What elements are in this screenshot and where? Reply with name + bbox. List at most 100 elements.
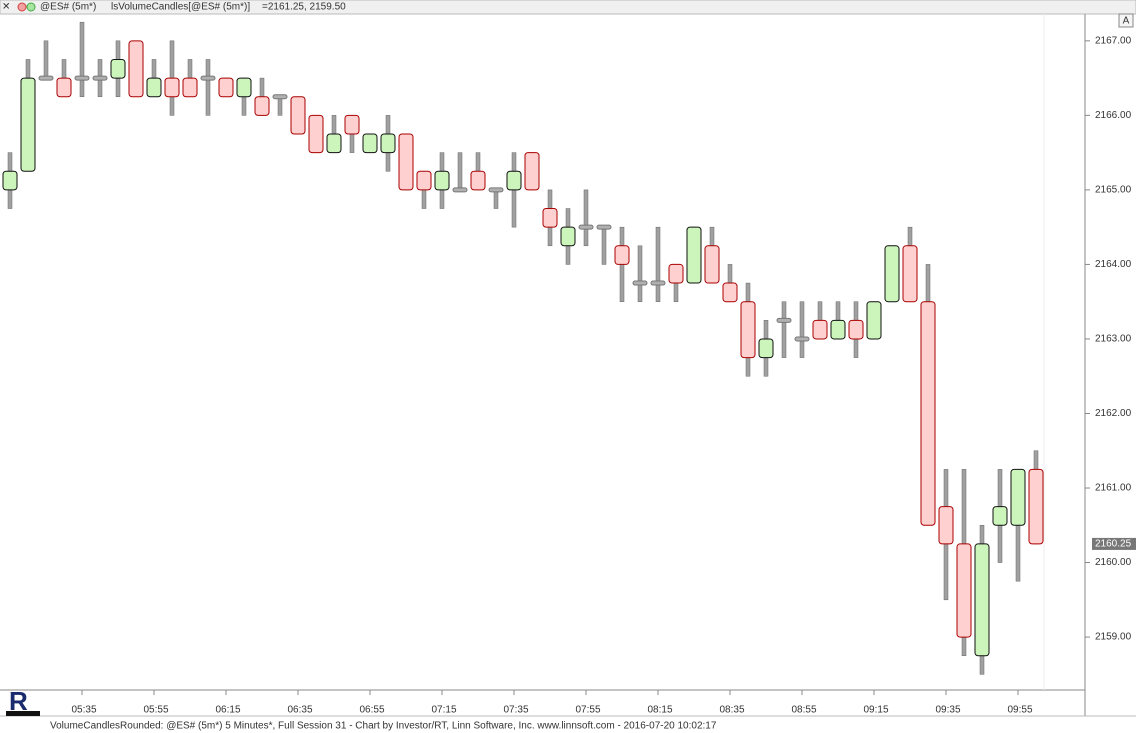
- x-tick-label: 09:55: [1007, 705, 1032, 716]
- auto-button[interactable]: [1118, 13, 1134, 28]
- x-tick-label: 09:35: [935, 705, 960, 716]
- up-candle-body: [560, 226, 576, 247]
- x-tick-label: 06:55: [359, 705, 384, 716]
- wick: [601, 226, 607, 265]
- down-candle-body: [128, 40, 144, 98]
- up-candle-body: [20, 77, 36, 172]
- wick: [43, 40, 49, 79]
- x-tick-label: 05:55: [143, 705, 168, 716]
- down-candle-body: [164, 77, 180, 98]
- up-candle-body: [992, 506, 1008, 526]
- y-tick-label: 2162.00: [1095, 408, 1132, 419]
- down-candle-body: [740, 301, 756, 359]
- doji: [38, 75, 54, 81]
- down-candle-body: [398, 133, 414, 191]
- down-candle-body: [848, 319, 864, 340]
- down-candle-body: [938, 506, 954, 545]
- x-tick-label: 08:55: [791, 705, 816, 716]
- up-candle-body: [758, 338, 774, 359]
- last-price: 2160.25: [1095, 539, 1132, 550]
- doji: [74, 75, 90, 81]
- doji: [578, 224, 594, 230]
- wick: [457, 152, 463, 191]
- y-tick-label: 2166.00: [1095, 110, 1132, 121]
- down-candle-body: [1028, 468, 1044, 545]
- footer: VolumeCandlesRounded: @ES# (5m*) 5 Minut…: [50, 721, 717, 732]
- up-candle-body: [362, 133, 378, 154]
- up-candle-body: [506, 170, 522, 191]
- x-tick-label: 08:35: [719, 705, 744, 716]
- doji: [200, 75, 216, 81]
- down-candle-body: [524, 152, 540, 191]
- y-tick-label: 2165.00: [1095, 185, 1132, 196]
- up-candle-body: [380, 133, 396, 154]
- down-candle-body: [614, 245, 630, 265]
- down-candle-body: [920, 301, 936, 526]
- up-candle-body: [686, 226, 702, 284]
- up-candle-body: [1010, 468, 1026, 526]
- up-candle-body: [866, 301, 882, 340]
- wick: [781, 301, 787, 358]
- x-tick-label: 07:15: [431, 705, 456, 716]
- header-bar: [0, 0, 1136, 15]
- x-tick-label: 06:15: [215, 705, 240, 716]
- down-candle-body: [344, 114, 360, 135]
- down-candle-body: [704, 245, 720, 284]
- symbol: @ES# (5m*): [40, 2, 96, 13]
- doji: [488, 187, 504, 193]
- doji: [596, 224, 612, 230]
- wick: [799, 301, 805, 358]
- down-candle-body: [254, 96, 270, 116]
- svg-text:R: R: [9, 686, 28, 716]
- down-candle-body: [56, 77, 72, 98]
- wick: [655, 226, 661, 302]
- doji: [272, 94, 288, 100]
- icon: [26, 2, 36, 12]
- doji: [650, 280, 666, 286]
- icon: [17, 2, 27, 12]
- y-tick-label: 2167.00: [1095, 35, 1132, 46]
- wick: [583, 189, 589, 247]
- doji: [452, 187, 468, 193]
- wick: [277, 96, 283, 116]
- y-tick-label: 2164.00: [1095, 259, 1132, 270]
- down-candle-body: [668, 263, 684, 284]
- down-candle-body: [956, 543, 972, 638]
- y-tick-label: 2161.00: [1095, 483, 1132, 494]
- down-candle-body: [182, 77, 198, 98]
- up-candle-body: [434, 170, 450, 191]
- y-tick-label: 2163.00: [1095, 334, 1132, 345]
- down-candle-body: [812, 319, 828, 340]
- down-candle-body: [218, 77, 234, 98]
- down-candle-body: [902, 245, 918, 303]
- up-candle-body: [146, 77, 162, 98]
- x-tick-label: 08:15: [647, 705, 672, 716]
- down-candle-body: [290, 96, 306, 135]
- x-tick-label: 05:35: [71, 705, 96, 716]
- x-tick-label: 07:55: [575, 705, 600, 716]
- down-candle-body: [722, 282, 738, 303]
- doji: [632, 280, 648, 286]
- down-candle-body: [470, 170, 486, 191]
- x-tick-label: 09:15: [863, 705, 888, 716]
- wick: [637, 245, 643, 302]
- up-candle-body: [326, 133, 342, 154]
- up-candle-body: [2, 170, 18, 191]
- wick: [493, 189, 499, 209]
- logo: R: [6, 686, 40, 716]
- down-candle-body: [416, 170, 432, 191]
- up-candle-body: [974, 543, 990, 657]
- close-icon[interactable]: ✕: [2, 2, 10, 13]
- doji: [776, 317, 792, 323]
- wick: [205, 59, 211, 116]
- down-candle-body: [542, 208, 558, 228]
- wick: [79, 21, 85, 97]
- study: lsVolumeCandles[@ES# (5m*)]: [111, 2, 250, 13]
- auto-button-label[interactable]: A: [1123, 16, 1130, 27]
- x-tick-label: 07:35: [503, 705, 528, 716]
- y-tick-label: 2159.00: [1095, 632, 1132, 643]
- up-candle-body: [830, 319, 846, 340]
- y-tick-label: 2160.00: [1095, 557, 1132, 568]
- up-candle-body: [110, 58, 126, 79]
